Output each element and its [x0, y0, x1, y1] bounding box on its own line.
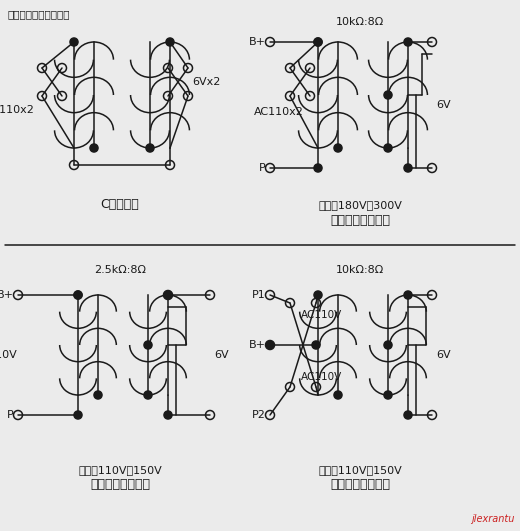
Text: B+: B+ — [249, 37, 266, 47]
Text: 6V: 6V — [436, 100, 451, 110]
Circle shape — [94, 391, 102, 399]
Circle shape — [334, 144, 342, 152]
Text: 10kΩ:8Ω: 10kΩ:8Ω — [336, 17, 384, 27]
Circle shape — [164, 411, 172, 419]
Text: 2.5kΩ:8Ω: 2.5kΩ:8Ω — [94, 265, 146, 275]
Text: 10kΩ:8Ω: 10kΩ:8Ω — [336, 265, 384, 275]
Circle shape — [74, 291, 82, 299]
Text: AC110V: AC110V — [302, 372, 343, 382]
Circle shape — [312, 341, 320, 349]
Circle shape — [266, 340, 275, 349]
Circle shape — [314, 38, 322, 46]
Text: 6V: 6V — [214, 350, 229, 360]
Text: 屏压为110V～150V: 屏压为110V～150V — [78, 465, 162, 475]
Text: 6Vx2: 6Vx2 — [192, 77, 220, 87]
Circle shape — [384, 144, 392, 152]
Circle shape — [144, 341, 152, 349]
Text: 屏压为110V～150V: 屏压为110V～150V — [318, 465, 402, 475]
Circle shape — [384, 91, 392, 99]
Circle shape — [384, 391, 392, 399]
Circle shape — [384, 341, 392, 349]
Text: P: P — [259, 163, 266, 173]
Text: 6V: 6V — [436, 350, 451, 360]
Text: AC110V: AC110V — [302, 310, 343, 320]
Text: 单端变压器改线图: 单端变压器改线图 — [90, 478, 150, 492]
Circle shape — [404, 411, 412, 419]
Circle shape — [334, 391, 342, 399]
Text: P: P — [7, 410, 14, 420]
Circle shape — [404, 164, 412, 172]
Text: C型变压器: C型变压器 — [101, 199, 139, 211]
Circle shape — [314, 38, 322, 46]
Circle shape — [404, 38, 412, 46]
Text: 推挽变压器改线图: 推挽变压器改线图 — [330, 478, 390, 492]
Circle shape — [70, 38, 78, 46]
Text: B+: B+ — [249, 340, 266, 350]
Circle shape — [314, 164, 322, 172]
Text: 单端变压器改线图: 单端变压器改线图 — [330, 213, 390, 227]
Circle shape — [90, 144, 98, 152]
Circle shape — [74, 411, 82, 419]
Text: P1: P1 — [252, 290, 266, 300]
Circle shape — [146, 144, 154, 152]
Circle shape — [404, 291, 412, 299]
Circle shape — [164, 291, 172, 299]
Text: AC110x2: AC110x2 — [254, 107, 304, 117]
Text: P2: P2 — [252, 410, 266, 420]
Text: jlexrantu: jlexrantu — [471, 514, 514, 524]
Circle shape — [144, 391, 152, 399]
Text: B+: B+ — [0, 290, 14, 300]
Text: AC110x2: AC110x2 — [0, 105, 35, 115]
Circle shape — [314, 291, 322, 299]
Circle shape — [74, 291, 82, 299]
Text: 屏压为180V～300V: 屏压为180V～300V — [318, 200, 402, 210]
Text: 电子制作天地收藏整理: 电子制作天地收藏整理 — [8, 9, 71, 19]
Text: AC110V: AC110V — [0, 350, 18, 360]
Circle shape — [166, 38, 174, 46]
